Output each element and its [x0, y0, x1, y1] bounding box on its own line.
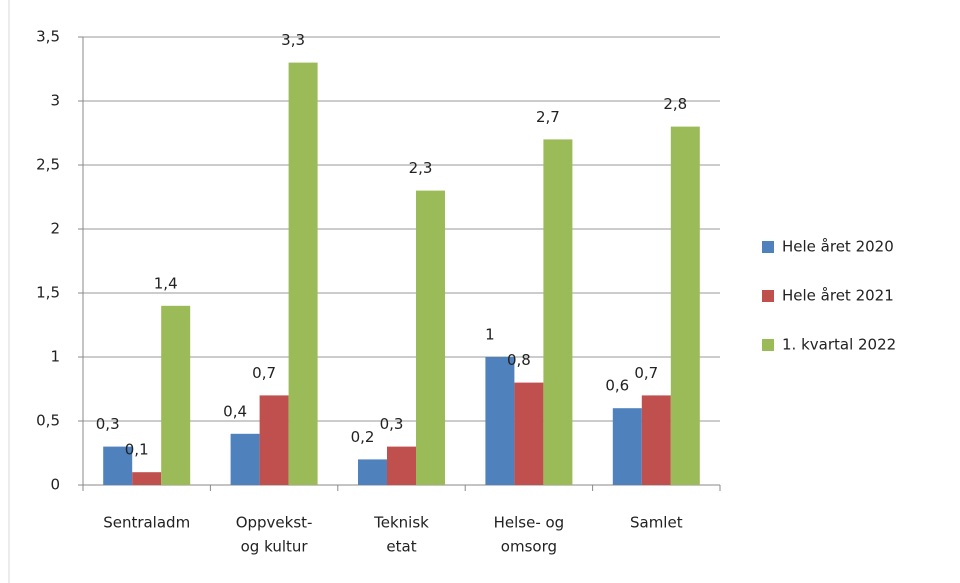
x-tick-label: Helse- og: [494, 514, 565, 532]
value-label: 0,7: [252, 364, 276, 382]
value-label: 0,3: [380, 415, 404, 433]
y-tick-label: 0: [50, 476, 60, 494]
bar: [543, 139, 573, 485]
value-label: 0,6: [605, 377, 629, 395]
bar: [132, 472, 162, 485]
legend-label: 1. kvartal 2022: [782, 336, 896, 354]
bar: [485, 357, 515, 485]
y-tick-label: 2: [50, 220, 60, 238]
value-label: 0,4: [223, 402, 247, 420]
value-label: 2,3: [409, 159, 433, 177]
value-label: 1,4: [154, 274, 178, 292]
bar: [387, 446, 416, 485]
value-label: 3,3: [281, 31, 305, 49]
y-tick-label: 0,5: [36, 412, 60, 430]
value-label: 0,7: [634, 364, 658, 382]
legend-swatch: [762, 339, 774, 351]
legend-label: Hele året 2021: [782, 287, 894, 305]
bar: [514, 382, 544, 485]
y-tick-label: 3: [50, 92, 60, 110]
value-label: 0,8: [507, 351, 531, 369]
bar: [103, 446, 133, 485]
x-tick-label: etat: [386, 538, 416, 556]
bar: [288, 62, 318, 485]
x-tick-label: Teknisk: [373, 514, 429, 532]
bar: [641, 395, 671, 485]
value-label: 0,3: [96, 415, 120, 433]
y-tick-label: 3,5: [36, 28, 60, 46]
x-tick-label: og kultur: [241, 538, 309, 556]
x-tick-label: Samlet: [630, 514, 683, 532]
bar: [259, 395, 289, 485]
value-label: 2,7: [536, 108, 560, 126]
value-label: 2,8: [663, 95, 687, 113]
y-tick-label: 1,5: [36, 284, 60, 302]
x-tick-label: Oppvekst-: [236, 514, 313, 532]
bar: [358, 459, 387, 485]
legend-label: Hele året 2020: [782, 238, 894, 256]
y-tick-label: 2,5: [36, 156, 60, 174]
x-tick-label: omsorg: [501, 538, 557, 556]
x-tick-label: Sentraladm: [103, 514, 190, 532]
legend-swatch: [762, 290, 774, 302]
legend-swatch: [762, 241, 774, 253]
value-label: 0,1: [125, 441, 149, 459]
bar: [670, 126, 700, 485]
bar: [612, 408, 642, 485]
value-label: 0,2: [351, 428, 375, 446]
value-label: 1: [485, 326, 495, 344]
y-tick-label: 1: [50, 348, 60, 366]
bar: [416, 190, 445, 485]
bar: [161, 305, 191, 485]
bar: [230, 433, 260, 485]
